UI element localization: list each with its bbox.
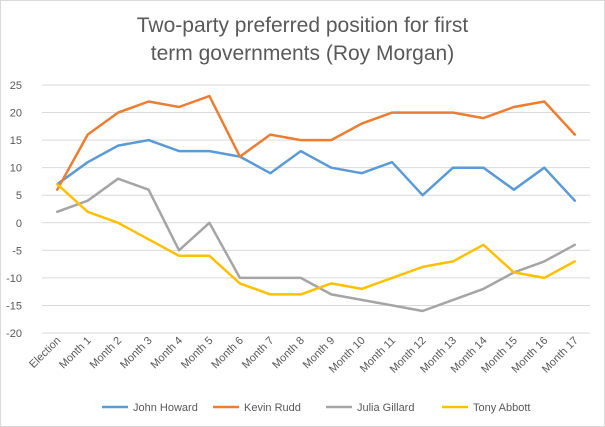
chart-title-line-1: Two-party preferred position for first	[136, 14, 469, 37]
x-tick-label: Month 1	[57, 335, 94, 372]
legend: John Howard Kevin Rudd Julia Gillard Tony A…	[102, 402, 531, 414]
x-tick-label: Month 4	[149, 335, 186, 372]
gridlines	[42, 84, 590, 334]
x-tick-label: Month 5	[179, 335, 216, 372]
y-tick-label: 0	[16, 218, 22, 230]
legend-label: Julia Gillard	[357, 402, 414, 414]
series-line-kevin-rudd	[55, 94, 577, 191]
y-tick-label: -10	[6, 273, 22, 285]
x-tick-label: Month 8	[270, 335, 307, 372]
series-line-john-howard	[55, 138, 577, 202]
legend-label: Tony Abbott	[473, 402, 531, 414]
legend-label: John Howard	[133, 402, 198, 414]
y-tick-label: 10	[10, 163, 22, 175]
x-tick-label: Month 2	[88, 335, 125, 372]
x-tick-label: Election	[27, 335, 63, 371]
y-tick-label: -15	[6, 300, 22, 312]
series-line-tony-abbott	[55, 182, 577, 296]
y-tick-label: 15	[10, 135, 22, 147]
y-tick-label: 5	[16, 190, 22, 202]
y-axis-ticks: -20 -15 -10 -5 0 5 10 15 20 25	[6, 80, 22, 340]
y-tick-label: -20	[6, 328, 22, 340]
x-tick-label: Month 7	[240, 335, 277, 372]
series-lines	[55, 94, 577, 313]
chart-title-line-2: term governments (Roy Morgan)	[150, 42, 455, 65]
x-tick-label: Month 3	[118, 335, 155, 372]
chart-title: Two-party preferred position for first t…	[0, 12, 605, 68]
y-tick-label: 20	[10, 108, 22, 120]
y-tick-label: 25	[10, 80, 22, 92]
x-tick-label: Month 6	[209, 335, 246, 372]
y-tick-label: -5	[12, 245, 22, 257]
series-line-julia-gillard	[55, 177, 577, 313]
legend-label: Kevin Rudd	[244, 402, 301, 414]
